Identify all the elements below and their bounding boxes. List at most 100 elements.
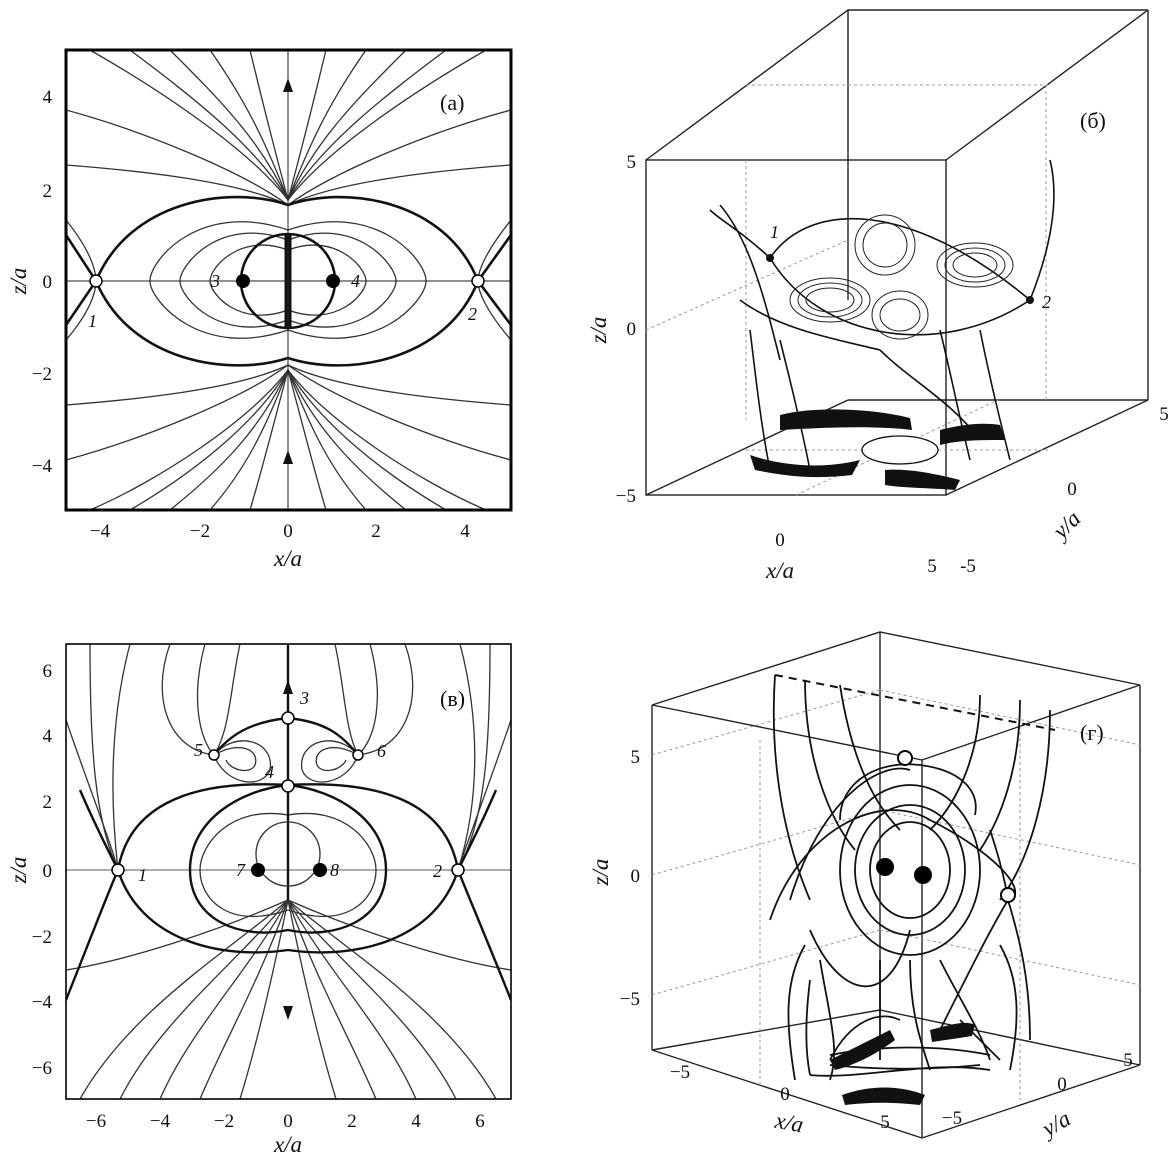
z-tick: 0 [43, 272, 53, 293]
panel-d-floor-shadows [830, 1022, 975, 1105]
panel-c-frame [65, 643, 512, 1100]
x-tick: −6 [86, 1111, 106, 1132]
panel-b-z-ticks: 5 0 −5 [616, 152, 636, 507]
point-3 [236, 274, 250, 288]
panel-c-label: (в) [440, 686, 465, 711]
panel-a-frame [64, 48, 513, 512]
panel-a-z-label: z/a [6, 268, 31, 296]
point-1-label: 1 [88, 311, 97, 331]
panel-d-y-label: y/a [1036, 1106, 1075, 1143]
z-tick: 6 [43, 661, 53, 682]
panel-b: 1 2 (б) 5 0 −5 0 5 -5 0 5 x/a y/a z/a [586, 9, 1169, 583]
point-4 [281, 779, 295, 793]
point-7-label: 7 [236, 860, 246, 880]
y-tick: −5 [942, 1108, 962, 1129]
panel-d: (г) 5 0 −5 −5 0 5 −5 0 5 x/a y/a z/a [588, 631, 1141, 1143]
panel-b-y-label: y/a [1047, 506, 1086, 545]
panel-d-label: (г) [1080, 720, 1104, 745]
x-tick: −2 [214, 1111, 234, 1132]
x-tick: 5 [880, 1112, 890, 1133]
saddle-point-top [897, 750, 913, 766]
panel-c: 1 2 3 4 5 6 7 8 (в) −6 −4 −2 0 2 4 6 6 4… [6, 643, 512, 1157]
x-tick: −2 [190, 521, 210, 542]
panel-b-y-ticks: -5 0 5 [960, 404, 1169, 577]
point-left [876, 858, 894, 876]
saddle-point-right [1000, 887, 1016, 903]
point-1-label: 1 [138, 865, 147, 885]
point-2-label: 2 [1042, 292, 1051, 312]
panel-d-box [651, 631, 1141, 1139]
x-tick: −4 [90, 521, 111, 542]
panel-a-z-ticks: 4 2 0 −2 −4 [32, 87, 53, 477]
panel-a-label: (а) [440, 90, 464, 115]
panel-a-x-ticks: −4 −2 0 2 4 [90, 521, 470, 542]
point-8-label: 8 [330, 860, 339, 880]
z-tick: 2 [43, 181, 53, 202]
point-3 [281, 711, 295, 725]
z-tick: −2 [32, 927, 52, 948]
panel-c-z-label: z/a [6, 857, 31, 885]
x-tick: 4 [460, 521, 470, 542]
panel-d-z-label: z/a [588, 859, 613, 887]
point-2 [451, 863, 465, 877]
point-6-label: 6 [377, 741, 386, 761]
point-2 [471, 274, 485, 288]
z-tick: 2 [43, 792, 53, 813]
x-tick: 5 [927, 556, 937, 577]
y-tick: -5 [960, 556, 976, 577]
point-1 [111, 863, 125, 877]
panel-a-x-label: x/a [273, 546, 302, 571]
point-4-label: 4 [351, 271, 360, 291]
panel-d-z-ticks: 5 0 −5 [620, 747, 640, 1010]
z-tick: 0 [43, 861, 53, 882]
point-2-label: 2 [468, 304, 477, 324]
z-tick: −6 [32, 1058, 52, 1079]
point-2 [1026, 296, 1034, 304]
point-2-label: 2 [433, 861, 442, 881]
z-tick: 0 [627, 319, 637, 340]
panel-c-x-ticks: −6 −4 −2 0 2 4 6 [86, 1111, 485, 1132]
x-tick: 4 [411, 1111, 421, 1132]
y-tick: 0 [1067, 479, 1077, 500]
panel-b-z-label: z/a [586, 317, 611, 345]
point-7 [251, 863, 265, 877]
panel-b-label: (б) [1080, 108, 1106, 133]
panel-a: 1 2 3 4 (а) −4 −2 0 2 4 4 2 0 −2 −4 x/a … [6, 48, 513, 571]
y-tick: 5 [1159, 404, 1169, 425]
panel-d-field-lines [769, 674, 1051, 1081]
z-tick: 4 [43, 726, 53, 747]
point-1 [766, 254, 774, 262]
x-tick: 0 [283, 1111, 293, 1132]
z-tick: −5 [616, 486, 636, 507]
z-tick: 5 [631, 747, 641, 768]
point-4 [326, 274, 340, 288]
x-tick: −5 [670, 1062, 690, 1083]
x-tick: 0 [775, 530, 785, 551]
panel-c-x-label: x/a [273, 1132, 302, 1157]
z-tick: 5 [627, 152, 637, 173]
y-tick: 0 [1057, 1074, 1067, 1095]
point-8 [313, 863, 327, 877]
z-tick: −2 [32, 364, 52, 385]
z-tick: 0 [631, 866, 641, 887]
point-1 [89, 274, 103, 288]
point-1-label: 1 [770, 222, 779, 242]
panel-d-x-label: x/a [772, 1108, 805, 1138]
z-tick: −5 [620, 989, 640, 1010]
point-5 [208, 749, 220, 761]
x-tick: 6 [475, 1111, 485, 1132]
point-right [914, 866, 932, 884]
panel-d-x-ticks: −5 0 5 [670, 1062, 890, 1133]
panel-a-field-lines [66, 50, 511, 510]
point-3-label: 3 [299, 688, 309, 708]
panel-c-field-lines [66, 644, 511, 1099]
x-tick: 2 [371, 521, 381, 542]
panel-b-field-lines [709, 159, 1055, 471]
point-6 [352, 749, 364, 761]
panel-b-floor-shadows [750, 409, 1005, 490]
point-3-label: 3 [210, 271, 220, 291]
z-tick: 4 [43, 87, 53, 108]
x-tick: 2 [347, 1111, 357, 1132]
panel-b-x-label: x/a [765, 558, 794, 583]
point-5-label: 5 [194, 740, 203, 760]
